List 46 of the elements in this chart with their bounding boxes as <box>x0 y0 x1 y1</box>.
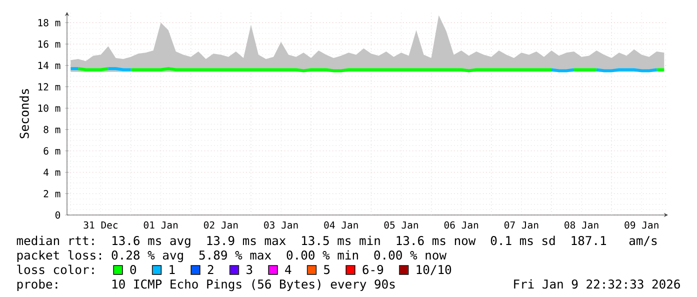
y-tick-label: 6 m <box>44 147 60 155</box>
x-tick-label: 07 Jan <box>504 221 538 229</box>
legend-label: 3 <box>246 265 252 274</box>
x-tick-label: 04 Jan <box>324 221 358 229</box>
x-tick-label: 06 Jan <box>444 221 478 229</box>
x-tick-label: 02 Jan <box>204 221 238 229</box>
legend-label: 2 <box>208 265 214 274</box>
x-tick-label: 05 Jan <box>384 221 418 229</box>
y-tick-label: 0 <box>55 211 60 219</box>
text: 0.28 % avg <box>112 250 183 262</box>
text: 187.1 <box>572 236 606 246</box>
text: am/s <box>629 236 657 246</box>
text: Fri Jan 9 22:32:33 2026 <box>514 279 680 289</box>
text: 13.6 ms avg <box>112 236 190 248</box>
text: 0.00 % min <box>286 250 358 260</box>
x-tick-label: 09 Jan <box>624 221 658 229</box>
x-tick-label: 08 Jan <box>564 221 598 229</box>
text: 13.6 ms now <box>396 236 476 246</box>
text: 13.5 ms min <box>302 236 380 246</box>
y-tick-label: 8 m <box>44 126 60 134</box>
text: probe: <box>17 279 58 292</box>
legend-label: 0 <box>130 265 136 274</box>
y-axis-title: Seconds <box>20 89 29 138</box>
y-tick-label: 16 m <box>38 40 60 48</box>
legend-label: 6-9 <box>362 265 384 274</box>
legend-label: 4 <box>285 265 292 274</box>
x-tick-label: 03 Jan <box>264 221 298 229</box>
legend-label: 1 <box>170 265 175 274</box>
y-tick-label: 2 m <box>44 190 60 198</box>
text: 0.00 % now <box>374 250 447 260</box>
text: median rtt: <box>16 236 94 246</box>
y-tick-label: 4 m <box>44 168 60 176</box>
legend-title: loss color: <box>17 264 94 274</box>
y-tick-label: 14 m <box>38 62 60 69</box>
x-tick-label: 31 Dec <box>84 221 118 229</box>
y-tick-label: 18 m <box>38 19 60 26</box>
text: packet loss: <box>17 250 102 262</box>
y-tick-label: 12 m <box>38 83 60 90</box>
text: 5.89 % max <box>199 250 272 260</box>
text: 13.9 ms max <box>207 236 286 246</box>
text: 10 ICMP Echo Pings (56 Bytes) every 90s <box>112 279 395 292</box>
legend-label: 10/10 <box>416 265 452 276</box>
legend-label: 5 <box>324 265 330 274</box>
y-tick-label: 10 m <box>38 104 60 112</box>
x-tick-label: 01 Jan <box>144 221 178 229</box>
text: 0.1 ms sd <box>490 236 555 246</box>
